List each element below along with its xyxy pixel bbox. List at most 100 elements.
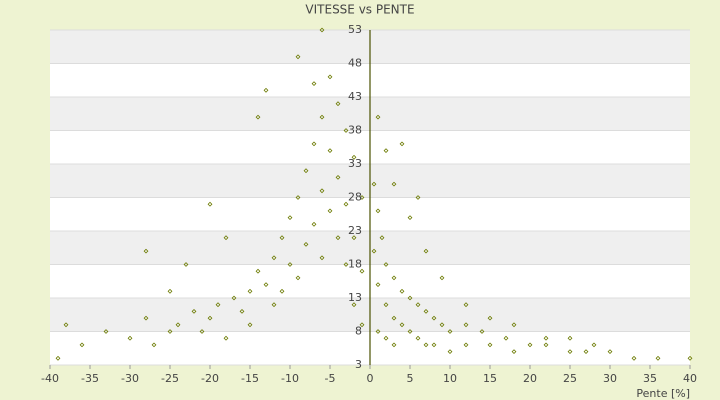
point: [371, 248, 377, 254]
point: [183, 262, 189, 267]
point: [255, 114, 261, 120]
point: [591, 342, 597, 348]
point: [167, 288, 173, 294]
point: [415, 335, 421, 341]
point: [687, 355, 693, 361]
point: [215, 302, 221, 308]
point: [311, 81, 317, 87]
point: [143, 315, 149, 321]
point: [247, 288, 253, 294]
x-tick-label: -10: [281, 372, 299, 385]
point: [511, 349, 517, 355]
point: [407, 329, 413, 334]
y-tick-label: 43: [348, 90, 362, 103]
point: [487, 342, 493, 348]
x-tick-label: 10: [443, 372, 457, 385]
y-tick-label: 8: [355, 325, 362, 338]
point: [423, 342, 429, 348]
point: [423, 308, 429, 314]
point: [383, 302, 389, 308]
point: [527, 342, 533, 348]
y-tick-label: 23: [348, 224, 362, 237]
point: [631, 355, 637, 361]
point: [63, 322, 69, 328]
y-tick-label: 38: [348, 124, 362, 137]
x-tick-label: 25: [563, 372, 577, 385]
point: [271, 255, 277, 261]
y-tick-label: 53: [348, 23, 362, 36]
point: [375, 329, 381, 334]
point: [399, 288, 405, 294]
y-tick-label: 13: [348, 291, 362, 304]
point: [407, 295, 413, 301]
x-tick-label: -15: [241, 372, 259, 385]
point: [375, 114, 381, 120]
x-tick-label: -5: [325, 372, 336, 385]
point: [279, 288, 285, 294]
point: [151, 342, 157, 348]
point: [391, 342, 397, 348]
point: [383, 148, 389, 154]
point: [487, 315, 493, 321]
point: [351, 302, 357, 308]
point: [583, 349, 589, 355]
point: [415, 302, 421, 308]
y-tick-label: 18: [348, 258, 362, 271]
point: [335, 235, 341, 241]
point: [79, 342, 85, 348]
point: [379, 235, 385, 241]
point: [399, 141, 405, 147]
point: [463, 322, 469, 328]
point: [343, 128, 349, 133]
y-tick-label: 33: [348, 157, 362, 170]
point: [55, 355, 61, 361]
point: [327, 208, 333, 214]
point: [479, 329, 485, 334]
x-tick-label: 30: [603, 372, 617, 385]
point: [287, 262, 293, 267]
point: [407, 215, 413, 221]
point: [127, 335, 133, 341]
x-tick-label: 0: [367, 372, 374, 385]
point: [279, 235, 285, 241]
point: [447, 349, 453, 355]
point: [327, 148, 333, 154]
point: [191, 308, 197, 314]
y-tick-label: 3: [355, 358, 362, 371]
x-tick-label: 15: [483, 372, 497, 385]
point: [383, 335, 389, 341]
x-axis-label: Pente [%]: [636, 387, 690, 400]
point: [319, 27, 325, 33]
point: [511, 322, 517, 328]
x-tick-label: 35: [643, 372, 657, 385]
point: [543, 335, 549, 341]
point: [463, 342, 469, 348]
point: [567, 349, 573, 355]
point: [255, 268, 261, 274]
point: [223, 235, 229, 241]
point: [287, 215, 293, 221]
x-tick-label: -30: [121, 372, 139, 385]
point: [335, 174, 341, 180]
point: [199, 329, 205, 334]
point: [391, 315, 397, 321]
point: [431, 342, 437, 348]
x-tick-label: -20: [201, 372, 219, 385]
point: [655, 355, 661, 361]
point: [359, 322, 365, 328]
point: [463, 302, 469, 308]
point: [271, 302, 277, 308]
x-tick-label: 40: [683, 372, 697, 385]
y-tick-label: 48: [348, 57, 362, 70]
point: [423, 248, 429, 254]
point: [567, 335, 573, 341]
point: [439, 275, 445, 281]
point: [319, 188, 325, 194]
point: [263, 282, 269, 288]
point: [343, 262, 349, 267]
point: [371, 181, 377, 187]
point: [359, 268, 365, 274]
point: [303, 168, 309, 174]
point: [311, 221, 317, 227]
